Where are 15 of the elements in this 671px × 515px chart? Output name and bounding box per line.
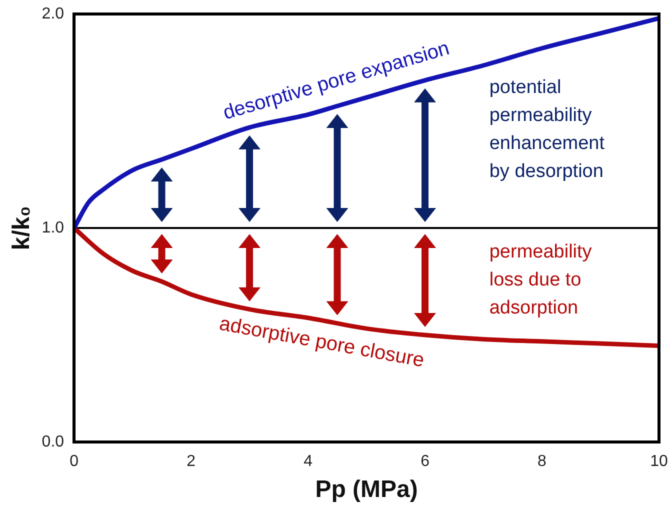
x-tick-label: 2 <box>186 453 196 470</box>
x-tick-label: 4 <box>304 453 313 470</box>
y-tick-label: 2.0 <box>42 5 64 22</box>
annotation: permeability loss due to adsorption <box>489 242 592 319</box>
x-tick-label: 10 <box>650 453 668 470</box>
x-tick-label: 6 <box>420 453 430 470</box>
y-tick-label: 0.0 <box>42 433 64 450</box>
line-series <box>74 16 659 230</box>
annotation: potential permeability enhancement by desorption <box>489 76 606 182</box>
x-tick-label: 0 <box>70 453 79 470</box>
text: adsorptive pore closure <box>218 312 426 372</box>
y-tick-label: 1.0 <box>42 219 64 236</box>
x-tick-label: 8 <box>538 453 547 470</box>
y-axis-title: k/k₀ <box>8 206 36 250</box>
x-axis-title: Pp (MPa) <box>315 476 418 504</box>
